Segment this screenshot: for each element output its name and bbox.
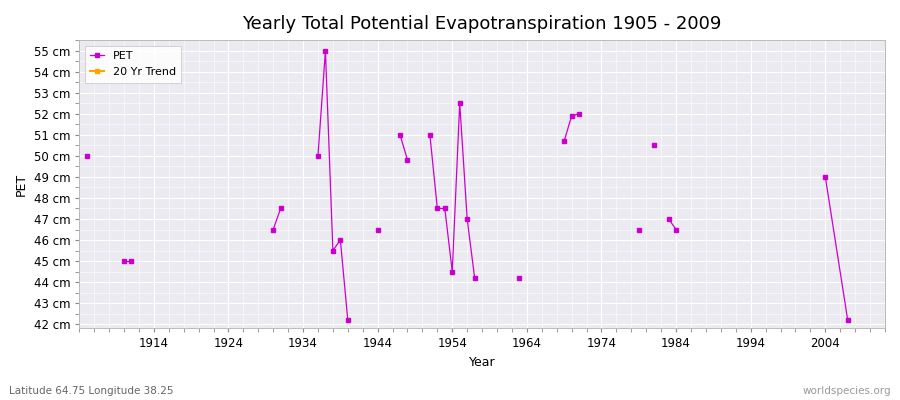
X-axis label: Year: Year bbox=[469, 356, 495, 369]
Legend: PET, 20 Yr Trend: PET, 20 Yr Trend bbox=[85, 46, 181, 82]
Text: Latitude 64.75 Longitude 38.25: Latitude 64.75 Longitude 38.25 bbox=[9, 386, 174, 396]
Y-axis label: PET: PET bbox=[15, 173, 28, 196]
Title: Yearly Total Potential Evapotranspiration 1905 - 2009: Yearly Total Potential Evapotranspiratio… bbox=[242, 15, 722, 33]
Text: worldspecies.org: worldspecies.org bbox=[803, 386, 891, 396]
